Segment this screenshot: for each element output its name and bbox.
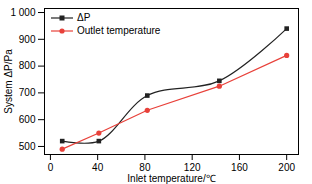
svg-text:80: 80 (139, 162, 151, 173)
svg-text:40: 40 (92, 162, 104, 173)
svg-text:120: 120 (184, 162, 201, 173)
html-text:ΔP: ΔP (77, 12, 91, 23)
svg-text:200: 200 (278, 162, 295, 173)
svg-text:900: 900 (19, 34, 36, 45)
svg-text:Inlet temperature/℃: Inlet temperature/℃ (127, 173, 215, 184)
svg-text:800: 800 (19, 60, 36, 71)
svg-text:160: 160 (231, 162, 248, 173)
svg-text:500: 500 (19, 141, 36, 152)
svg-text:700: 700 (19, 87, 36, 98)
svg-text:System ΔP/Pa: System ΔP/Pa (3, 49, 14, 114)
html-text:Outlet temperature: Outlet temperature (77, 25, 161, 36)
svg-text:600: 600 (19, 114, 36, 125)
svg-text:0: 0 (48, 162, 54, 173)
svg-text:1 000: 1 000 (10, 7, 35, 18)
